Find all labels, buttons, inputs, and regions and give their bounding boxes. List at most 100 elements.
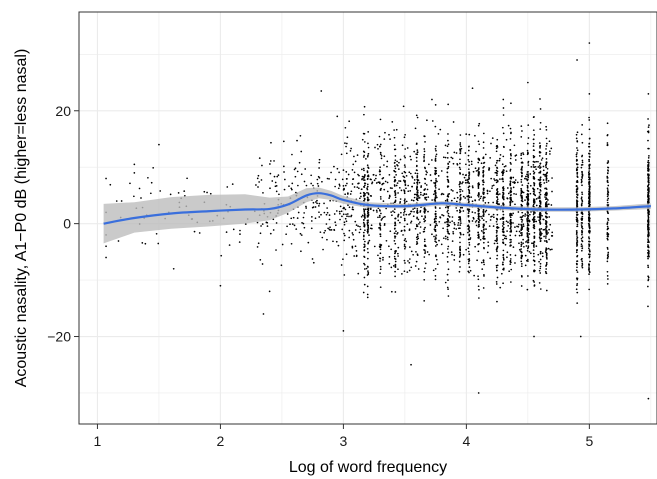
data-point <box>468 176 470 179</box>
data-point <box>539 201 542 204</box>
data-point <box>338 210 341 213</box>
data-point <box>446 206 449 208</box>
data-point <box>588 142 591 145</box>
data-point <box>424 244 426 247</box>
data-point <box>546 142 548 145</box>
data-point <box>363 209 366 211</box>
data-point <box>493 178 495 180</box>
data-point <box>581 191 583 194</box>
data-point <box>291 182 294 185</box>
data-point <box>520 136 523 138</box>
data-point <box>518 248 521 251</box>
data-point <box>538 142 541 144</box>
data-point <box>367 152 370 155</box>
data-point <box>453 259 456 261</box>
data-point <box>378 169 381 171</box>
data-point <box>533 199 536 201</box>
data-point <box>394 199 397 202</box>
data-point <box>416 172 419 175</box>
data-point <box>482 199 485 202</box>
data-point <box>393 211 396 214</box>
data-point <box>546 167 549 170</box>
data-point <box>464 181 467 184</box>
data-point <box>588 128 591 131</box>
data-point <box>468 160 470 163</box>
data-point <box>475 224 478 227</box>
data-point <box>588 249 591 252</box>
data-point <box>588 237 591 240</box>
data-point <box>467 262 470 265</box>
data-point <box>258 157 261 159</box>
data-point <box>343 239 346 242</box>
data-point <box>539 258 542 261</box>
data-point <box>507 192 510 195</box>
data-point <box>459 251 461 254</box>
data-point <box>539 170 542 173</box>
data-point <box>435 255 437 258</box>
data-point <box>282 140 285 143</box>
data-point <box>524 254 527 257</box>
data-point <box>514 226 516 228</box>
data-point <box>419 209 422 212</box>
data-point <box>502 187 505 190</box>
data-point <box>576 159 578 162</box>
data-point <box>335 210 338 212</box>
data-point <box>459 173 461 175</box>
data-point <box>510 241 512 243</box>
data-point <box>520 265 523 268</box>
data-point <box>576 242 578 245</box>
data-point <box>393 176 396 179</box>
data-point <box>509 203 512 205</box>
data-point <box>459 190 461 193</box>
data-point <box>379 252 382 255</box>
data-point <box>395 184 398 187</box>
data-point <box>588 137 591 140</box>
data-point <box>647 249 649 252</box>
data-point <box>588 263 590 266</box>
data-point <box>532 142 535 145</box>
data-point <box>530 166 533 168</box>
data-point <box>333 213 336 215</box>
data-point <box>328 178 330 180</box>
data-point <box>298 161 301 164</box>
data-point <box>351 169 354 171</box>
data-point <box>459 206 462 209</box>
data-point <box>455 200 458 203</box>
data-point <box>525 241 527 243</box>
data-point <box>502 186 505 188</box>
data-point <box>525 245 528 247</box>
data-point <box>467 180 470 183</box>
data-point <box>545 200 548 203</box>
data-point <box>281 243 284 246</box>
data-point <box>345 171 348 173</box>
data-point <box>581 215 584 218</box>
data-point <box>468 241 471 244</box>
data-point <box>352 233 354 236</box>
data-point <box>356 154 359 156</box>
data-point <box>540 159 543 161</box>
data-point <box>545 197 548 199</box>
data-point <box>129 182 131 185</box>
data-point <box>394 196 397 199</box>
data-point <box>363 132 366 135</box>
data-point <box>579 335 582 338</box>
data-point <box>529 184 532 187</box>
data-point <box>647 251 649 254</box>
data-point <box>588 195 591 198</box>
data-point <box>358 231 361 234</box>
data-point <box>403 176 406 179</box>
data-point <box>239 229 241 232</box>
data-point <box>423 148 426 150</box>
data-point <box>365 158 367 160</box>
data-point <box>580 245 583 248</box>
data-point <box>366 296 369 299</box>
data-point <box>364 173 366 176</box>
data-point <box>363 169 365 172</box>
data-point <box>388 194 391 197</box>
data-point <box>588 214 591 217</box>
data-point <box>280 264 283 267</box>
data-point <box>456 196 459 199</box>
data-point <box>342 258 344 261</box>
data-point <box>532 279 535 282</box>
